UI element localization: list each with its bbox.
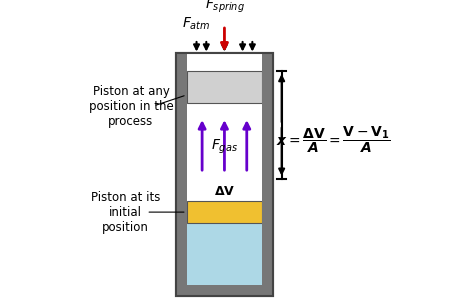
Bar — [262, 53, 273, 285]
Bar — [187, 71, 262, 103]
Bar — [187, 103, 262, 179]
Bar — [175, 53, 187, 285]
Text: $\boldsymbol{F_{spring}}$: $\boldsymbol{F_{spring}}$ — [204, 0, 245, 15]
Text: $\boldsymbol{F_{atm}}$: $\boldsymbol{F_{atm}}$ — [182, 16, 211, 32]
Bar — [187, 201, 262, 223]
Text: $\mathbf{\Delta V}$: $\mathbf{\Delta V}$ — [214, 185, 235, 198]
Bar — [187, 223, 262, 285]
Text: Piston at any
position in the
process: Piston at any position in the process — [89, 84, 173, 127]
Text: $\boldsymbol{x} = \dfrac{\mathbf{\Delta V}}{\boldsymbol{A}} = \dfrac{\mathbf{V} : $\boldsymbol{x} = \dfrac{\mathbf{\Delta … — [276, 124, 391, 155]
Bar — [175, 53, 273, 296]
Text: Piston at its
initial
position: Piston at its initial position — [91, 191, 160, 234]
Bar — [175, 53, 273, 296]
Text: $\boldsymbol{F_{gas}}$: $\boldsymbol{F_{gas}}$ — [211, 137, 238, 156]
Bar — [187, 53, 262, 285]
Bar — [175, 285, 273, 296]
Bar — [187, 179, 262, 201]
